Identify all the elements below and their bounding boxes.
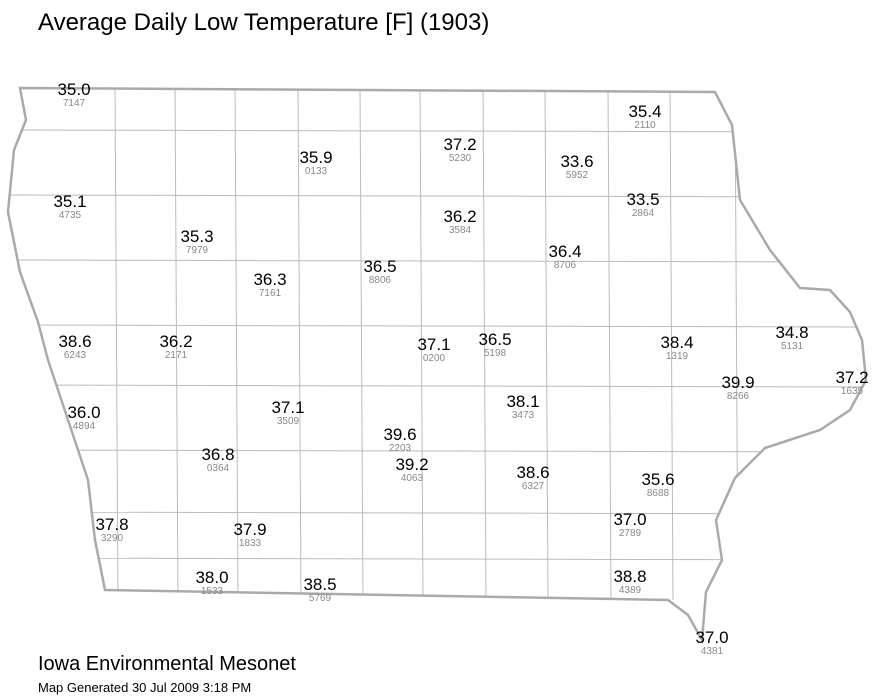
station-value: 38.6 bbox=[516, 463, 549, 482]
county-line bbox=[544, 88, 549, 601]
station-id: 0364 bbox=[207, 463, 230, 474]
county-line bbox=[359, 88, 364, 601]
station-value: 38.5 bbox=[303, 575, 336, 594]
station-value: 37.2 bbox=[443, 135, 476, 154]
station-id: 3584 bbox=[449, 225, 472, 236]
county-line bbox=[669, 88, 674, 601]
station-value: 38.6 bbox=[58, 332, 91, 351]
station-value: 35.3 bbox=[180, 227, 213, 246]
station-id: 4894 bbox=[73, 421, 96, 432]
station-value: 35.9 bbox=[299, 148, 332, 167]
county-line bbox=[8, 194, 866, 198]
station-id: 2110 bbox=[634, 120, 656, 131]
station-value: 37.8 bbox=[95, 515, 128, 534]
station-value: 35.1 bbox=[53, 192, 86, 211]
county-line bbox=[482, 88, 487, 601]
station-id: 3290 bbox=[101, 533, 124, 544]
station-id: 4381 bbox=[701, 646, 724, 657]
state-border bbox=[6, 86, 868, 645]
county-line bbox=[8, 449, 866, 453]
county-line bbox=[8, 129, 866, 133]
station-id: 2203 bbox=[389, 443, 412, 454]
county-line bbox=[419, 88, 424, 601]
county-line bbox=[607, 88, 612, 601]
station-id: 7979 bbox=[186, 245, 209, 256]
county-line bbox=[8, 384, 866, 388]
station-value: 37.1 bbox=[417, 335, 450, 354]
station-value: 35.4 bbox=[628, 102, 661, 121]
station-value: 37.2 bbox=[835, 368, 868, 387]
station-value: 36.3 bbox=[253, 270, 286, 289]
county-line bbox=[8, 557, 866, 561]
station-value: 38.1 bbox=[506, 392, 539, 411]
station-id: 5198 bbox=[484, 348, 507, 359]
station-value: 36.8 bbox=[201, 445, 234, 464]
station-id: 0200 bbox=[423, 353, 446, 364]
county-line bbox=[174, 88, 179, 601]
station-id: 5230 bbox=[449, 153, 472, 164]
station-value: 36.4 bbox=[548, 242, 581, 261]
station-value: 36.2 bbox=[159, 332, 192, 351]
station-value: 35.6 bbox=[641, 470, 674, 489]
station-id: 4063 bbox=[401, 473, 424, 484]
station-value: 38.0 bbox=[195, 568, 228, 587]
station-value: 33.6 bbox=[560, 152, 593, 171]
station-id: 0133 bbox=[305, 166, 328, 177]
station-id: 5952 bbox=[566, 170, 589, 181]
county-line bbox=[8, 324, 866, 328]
station-value: 37.0 bbox=[695, 628, 728, 647]
station-id: 2789 bbox=[619, 528, 642, 539]
station-value: 33.5 bbox=[626, 190, 659, 209]
station-value: 37.0 bbox=[613, 510, 646, 529]
footer-org: Iowa Environmental Mesonet bbox=[38, 653, 296, 675]
station-value: 34.8 bbox=[775, 323, 808, 342]
station-value: 39.2 bbox=[395, 455, 428, 474]
station-id: 5769 bbox=[309, 593, 332, 604]
station-id: 8266 bbox=[727, 391, 750, 402]
station-id: 1833 bbox=[239, 538, 262, 549]
station-id: 3509 bbox=[277, 416, 300, 427]
station-value: 37.1 bbox=[271, 398, 304, 417]
station-id: 6327 bbox=[522, 481, 545, 492]
station-id: 2171 bbox=[165, 350, 188, 361]
station-id: 4735 bbox=[59, 210, 82, 221]
station-id: 1319 bbox=[666, 351, 689, 362]
station-id: 8806 bbox=[369, 275, 392, 286]
county-line bbox=[114, 88, 119, 601]
station-id: 2864 bbox=[632, 208, 655, 219]
station-value: 38.8 bbox=[613, 567, 646, 586]
station-id: 7161 bbox=[259, 288, 282, 299]
station-value: 35.0 bbox=[57, 80, 90, 99]
station-id: 1635 bbox=[841, 386, 864, 397]
station-value: 36.0 bbox=[67, 403, 100, 422]
station-value: 36.2 bbox=[443, 207, 476, 226]
station-id: 3473 bbox=[512, 410, 535, 421]
station-id: 5131 bbox=[781, 341, 804, 352]
station-value: 36.5 bbox=[363, 257, 396, 276]
station-id: 4389 bbox=[619, 585, 642, 596]
station-id: 7147 bbox=[63, 98, 86, 109]
station-value: 38.4 bbox=[660, 333, 693, 352]
county-line bbox=[234, 88, 239, 601]
county-lines bbox=[8, 88, 866, 601]
station-value: 39.6 bbox=[383, 425, 416, 444]
title: Average Daily Low Temperature [F] (1903) bbox=[38, 9, 489, 36]
station-id: 8706 bbox=[554, 260, 577, 271]
footer-generated: Map Generated 30 Jul 2009 3:18 PM bbox=[38, 680, 251, 695]
county-line bbox=[8, 511, 866, 515]
county-line bbox=[297, 88, 302, 601]
station-id: 8688 bbox=[647, 488, 670, 499]
county-line bbox=[8, 259, 866, 263]
station-value: 36.5 bbox=[478, 330, 511, 349]
station-id: 1533 bbox=[201, 586, 224, 597]
station-value: 37.9 bbox=[233, 520, 266, 539]
station-value: 39.9 bbox=[721, 373, 754, 392]
station-id: 6243 bbox=[64, 350, 87, 361]
